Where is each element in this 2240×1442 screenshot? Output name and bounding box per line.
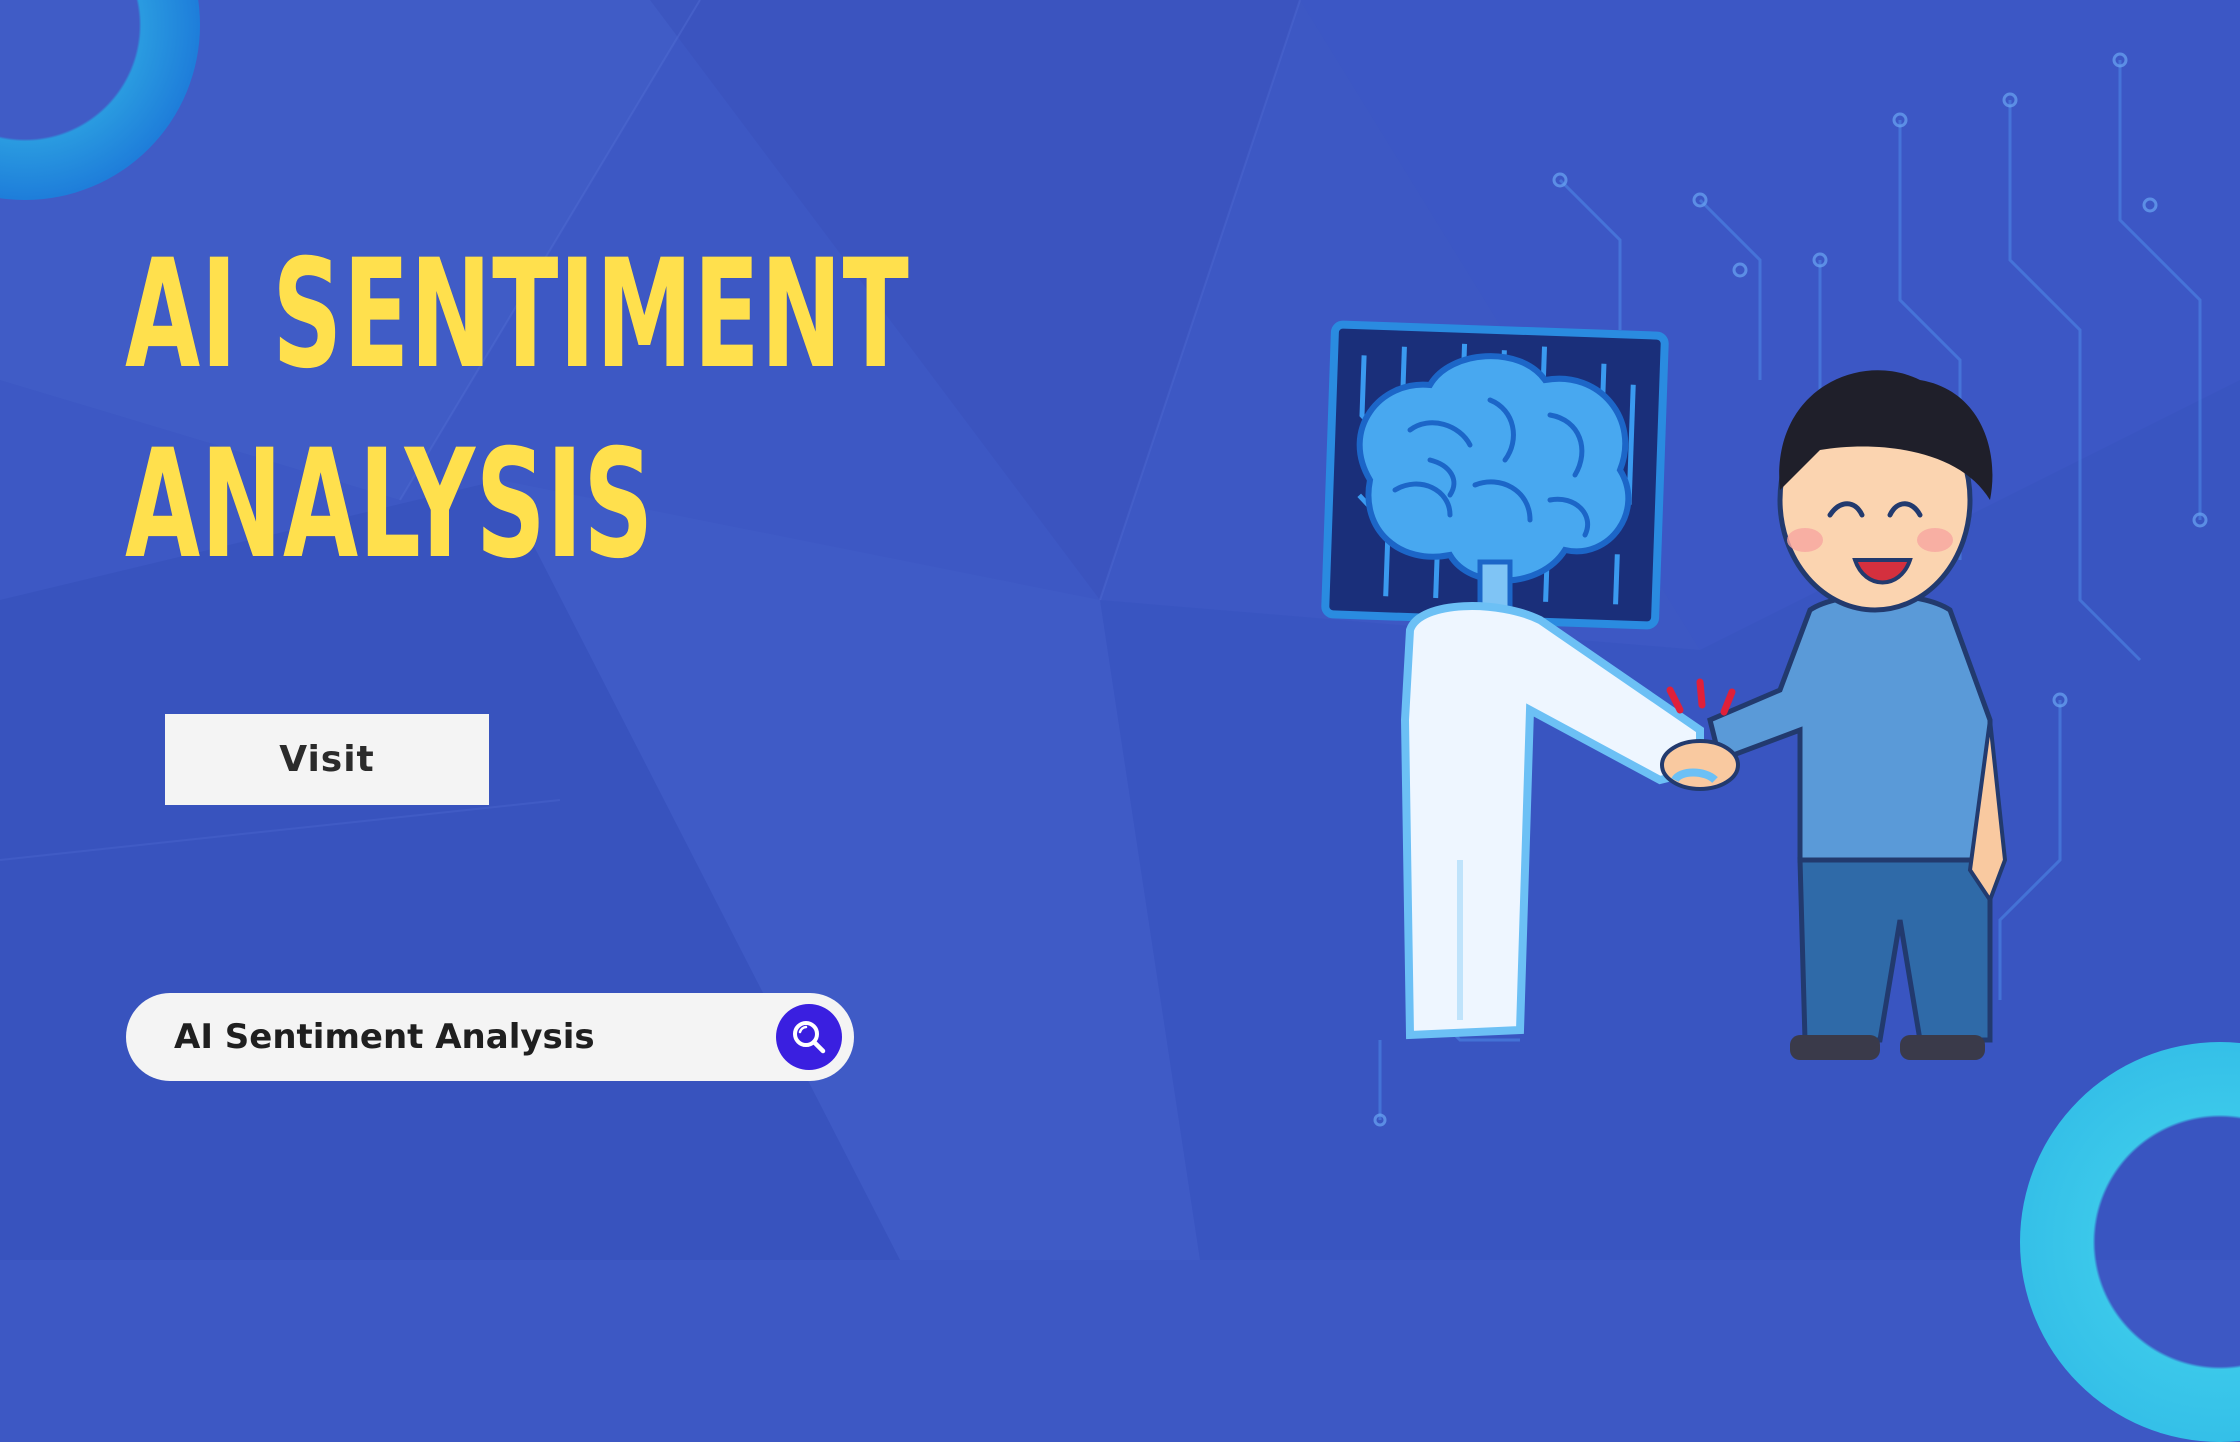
handshake-icon — [1660, 678, 1740, 791]
visit-button[interactable]: Visit — [165, 714, 489, 805]
page-title-line-2: ANALYSIS — [125, 418, 654, 592]
robot-body — [1400, 602, 1704, 1040]
ai-handshake-illustration — [1321, 320, 2008, 1060]
search-input[interactable] — [174, 993, 734, 1081]
person-icon — [1707, 370, 2008, 1060]
page-title-line-1: AI SENTIMENT — [125, 228, 910, 402]
brain-icon — [1356, 353, 1632, 613]
search-button[interactable] — [776, 1004, 842, 1070]
search-bar — [126, 993, 854, 1081]
search-icon — [793, 1021, 826, 1054]
